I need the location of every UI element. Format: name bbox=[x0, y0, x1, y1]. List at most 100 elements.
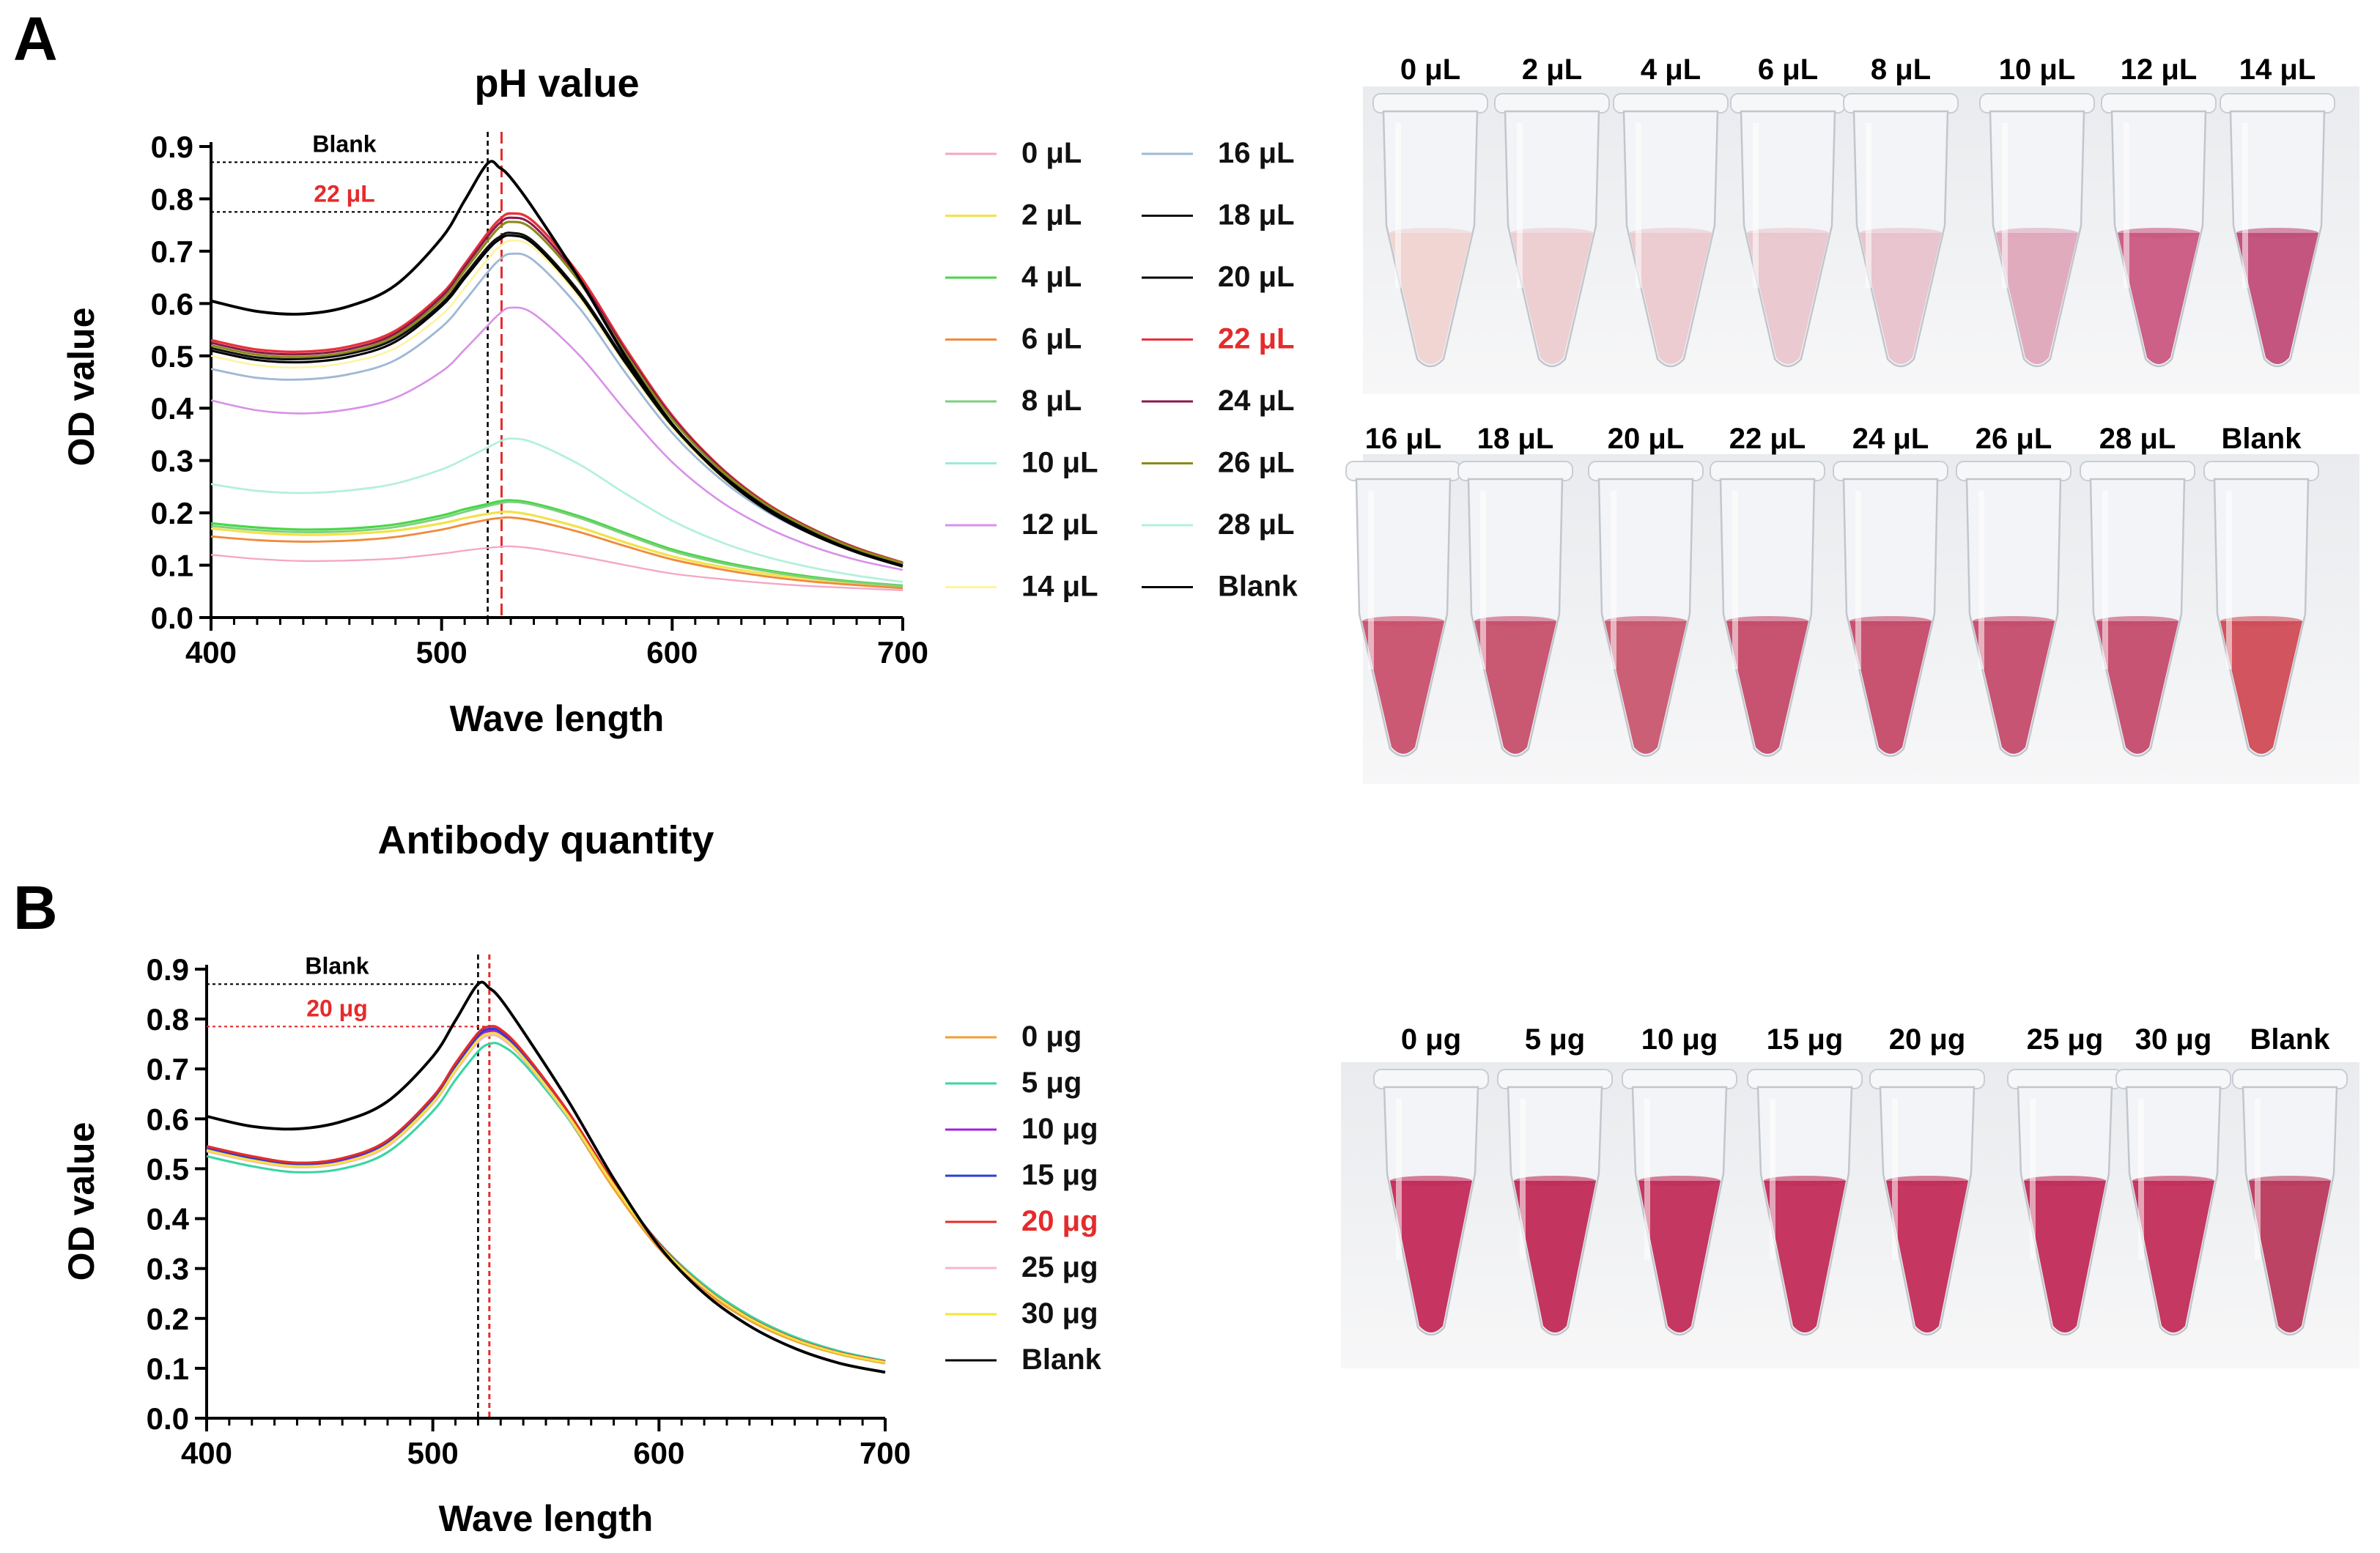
tube-label: 2 μL bbox=[1522, 53, 1582, 86]
tube-meniscus bbox=[2220, 616, 2302, 626]
tube bbox=[1345, 461, 1461, 757]
tube-label: 16 μL bbox=[1365, 423, 1442, 455]
series-line-a-8-μL bbox=[210, 500, 903, 588]
tube-label: 6 μL bbox=[1758, 53, 1818, 86]
tube-glare bbox=[1753, 123, 1759, 289]
chart-b-xtick-label: 500 bbox=[407, 1436, 459, 1470]
panel-letter-a: A bbox=[13, 4, 58, 73]
tube-liquid bbox=[1362, 621, 1444, 754]
tube-glare bbox=[1636, 123, 1641, 289]
tube-liquid bbox=[1747, 233, 1829, 364]
series-line-a-Blank bbox=[210, 160, 903, 568]
tube-glare bbox=[1770, 1099, 1775, 1260]
tube-glare bbox=[1517, 123, 1523, 289]
chart-a-ylabel: OD value bbox=[61, 308, 102, 467]
photo-b-row: 0 μg 5 μg 10 μg 15 μg 20 μg 25 μg 30 μg Blank bbox=[1341, 1023, 2359, 1368]
tube-glare bbox=[2255, 1099, 2261, 1260]
tube-liquid bbox=[1886, 1181, 1968, 1333]
tube-meniscus bbox=[2024, 1176, 2106, 1186]
chart-a-ytick-label: 0.4 bbox=[151, 391, 194, 426]
tube-label: 20 μL bbox=[1608, 423, 1685, 455]
tube-label: 0 μL bbox=[1400, 53, 1460, 86]
tube-glare bbox=[1732, 491, 1738, 670]
tube-label: 15 μg bbox=[1767, 1023, 1844, 1056]
tube-label: 24 μL bbox=[1852, 423, 1929, 455]
legend-label: 2 μL bbox=[1021, 199, 1082, 231]
tube bbox=[1869, 1069, 1985, 1336]
tube-liquid bbox=[1638, 1181, 1721, 1333]
tube bbox=[2232, 1069, 2348, 1336]
tube-liquid bbox=[1764, 1181, 1846, 1333]
tube-cap bbox=[1730, 93, 1846, 114]
tube-label: 20 μg bbox=[1889, 1023, 1966, 1056]
legend-label: 22 μL bbox=[1218, 323, 1295, 355]
tube-cap bbox=[2220, 93, 2335, 114]
tube-liquid bbox=[2024, 1181, 2106, 1333]
tube bbox=[1843, 93, 1959, 368]
series-line-a-4-μL bbox=[210, 499, 903, 588]
chart-b-ytick-label: 0.6 bbox=[147, 1102, 189, 1136]
tube-cap bbox=[1373, 1069, 1489, 1089]
chart-b-xlabel: Wave length bbox=[439, 1498, 654, 1539]
tube-glare bbox=[1892, 1099, 1898, 1260]
legend-label: 6 μL bbox=[1021, 323, 1082, 355]
tube-cap bbox=[1833, 461, 1948, 481]
tube-meniscus bbox=[2096, 616, 2178, 626]
photo-a-top-row: 0 μL 2 μL 4 μL 6 μL 8 μL 10 μL 12 μL 14 μL bbox=[1363, 53, 2359, 394]
tube-cap bbox=[1494, 93, 1610, 114]
tube-label: 0 μg bbox=[1401, 1023, 1461, 1056]
tube bbox=[2220, 93, 2335, 368]
legend-label: 5 μg bbox=[1021, 1067, 1082, 1099]
chart-a-ytick-label: 0.8 bbox=[151, 182, 193, 216]
tube-liquid bbox=[1630, 233, 1712, 364]
chart-a-ytick-label: 0.5 bbox=[151, 339, 193, 374]
tube bbox=[1730, 93, 1846, 368]
tube bbox=[1494, 93, 1610, 368]
legend-label: 15 μg bbox=[1021, 1159, 1098, 1191]
tube-cap bbox=[1372, 93, 1488, 114]
tube-meniscus bbox=[2249, 1176, 2331, 1186]
chart-b-ytick-label: 0.7 bbox=[147, 1052, 189, 1086]
legend-label: 12 μL bbox=[1021, 508, 1098, 541]
tube-label: 4 μL bbox=[1641, 53, 1701, 86]
chart-b-ytick-label: 0.4 bbox=[147, 1202, 190, 1237]
tube-meniscus bbox=[1860, 228, 1942, 238]
chart-a-ytick-label: 0.9 bbox=[151, 130, 193, 164]
tube-cap bbox=[1345, 461, 1461, 481]
tube-cap bbox=[2101, 93, 2217, 114]
tube-liquid bbox=[1389, 233, 1471, 364]
tube-liquid bbox=[2118, 233, 2200, 364]
tube bbox=[1833, 461, 1948, 757]
tube-meniscus bbox=[1605, 616, 1687, 626]
tube-liquid bbox=[2220, 621, 2302, 754]
tube-cap bbox=[1710, 461, 1825, 481]
series-line-a-14-μL bbox=[210, 240, 903, 566]
chart-a-xlabel: Wave length bbox=[450, 698, 665, 739]
tube-label: 28 μL bbox=[2099, 423, 2176, 455]
legend-label: 0 μg bbox=[1021, 1020, 1082, 1053]
blank-peak-label: Blank bbox=[305, 952, 369, 979]
legend-label: 20 μL bbox=[1218, 261, 1295, 293]
series-line-a-0-μL bbox=[210, 545, 903, 591]
tube-glare bbox=[2030, 1099, 2036, 1260]
tube-meniscus bbox=[1389, 228, 1471, 238]
tube bbox=[1588, 461, 1704, 757]
tube-cap bbox=[2007, 1069, 2123, 1089]
tube bbox=[2115, 1069, 2231, 1336]
tube-liquid bbox=[1996, 233, 2078, 364]
chart-ph-value: pH value Wave length OD value 0.0 0.1 0.2 0… bbox=[61, 62, 1298, 739]
tube-glare bbox=[1396, 1099, 1402, 1260]
tube-label: 12 μL bbox=[2121, 53, 2198, 86]
tube-cap bbox=[2232, 1069, 2348, 1089]
tube-glare bbox=[2242, 123, 2248, 289]
tube-cap bbox=[1588, 461, 1704, 481]
chart-b-ytick-label: 0.9 bbox=[147, 952, 189, 987]
series-line-b-20-μg bbox=[206, 1025, 886, 1363]
chart-a-xtick-label: 700 bbox=[877, 635, 928, 670]
tube-glare bbox=[2138, 1099, 2144, 1260]
tube-liquid bbox=[1726, 621, 1808, 754]
tube-cap bbox=[1869, 1069, 1985, 1089]
tube bbox=[2101, 93, 2217, 368]
legend-label: 24 μL bbox=[1218, 385, 1295, 417]
